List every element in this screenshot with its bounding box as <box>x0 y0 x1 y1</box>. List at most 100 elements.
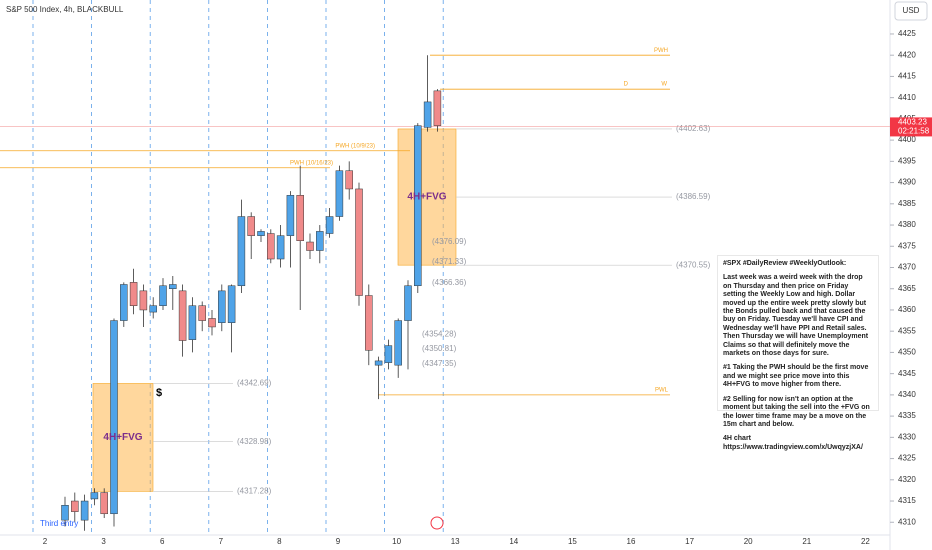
chart-title: S&P 500 Index, 4h, BLACKBULL <box>6 5 124 14</box>
price-label: (4376.09) <box>432 237 467 246</box>
price-label: (4342.69) <box>237 379 272 388</box>
y-tick-label: 4330 <box>898 432 916 441</box>
candle-body <box>433 90 442 126</box>
x-tick-label: 14 <box>509 537 518 546</box>
y-tick-label: 4350 <box>898 348 916 357</box>
x-tick-label: 3 <box>101 537 106 546</box>
x-tick-label: 22 <box>861 537 870 546</box>
x-tick-label: 21 <box>802 537 811 546</box>
candle-body <box>423 101 432 128</box>
candle-body <box>335 170 344 217</box>
x-tick-label: 15 <box>568 537 577 546</box>
zone-label: 4H+FVG <box>103 432 142 443</box>
candle-body <box>120 284 128 321</box>
candle-body <box>404 285 412 321</box>
y-tick-label: 4325 <box>898 454 916 463</box>
note-paragraph: #2 Selling for now isn't an option at th… <box>723 395 870 428</box>
price-label: (4386.59) <box>676 192 711 201</box>
alert-icon <box>430 516 444 530</box>
x-tick-label: 10 <box>392 537 401 546</box>
level-label: D <box>624 82 629 88</box>
y-tick-label: 4315 <box>898 496 916 505</box>
y-tick-label: 4400 <box>898 135 916 144</box>
candle-body <box>384 345 393 363</box>
candle-body <box>276 235 285 260</box>
y-tick-label: 4395 <box>898 156 916 165</box>
price-label: (4370.55) <box>676 260 711 269</box>
x-tick-label: 9 <box>336 537 341 546</box>
candle-body <box>237 216 246 287</box>
candle-body <box>247 216 255 236</box>
countdown: 02:21:58 <box>898 127 930 136</box>
candle-body <box>90 492 99 500</box>
level-label: PWH (10/16/23) <box>290 160 333 166</box>
last-price-tag <box>890 117 932 137</box>
annotation: Third entry <box>40 519 78 528</box>
level-label: PWH (10/9/23) <box>335 143 375 149</box>
note: #SPX #DailyReview #WeeklyOutlook: Last we… <box>717 255 879 451</box>
candle-body <box>374 360 383 366</box>
y-tick-label: 4380 <box>898 220 916 229</box>
y-tick-label: 4340 <box>898 390 916 399</box>
x-tick-label: 7 <box>219 537 224 546</box>
candle-body <box>110 320 118 515</box>
y-tick-label: 4390 <box>898 178 916 187</box>
price-label: (4366.36) <box>432 278 467 287</box>
y-tick-label: 4310 <box>898 517 916 526</box>
note-paragraph: 4H chart https://www.tradingview.com/x/U… <box>723 435 863 451</box>
level-label: W <box>661 82 667 88</box>
y-tick-label: 4415 <box>898 72 916 81</box>
y-tick-label: 4355 <box>898 326 916 335</box>
candle-body <box>365 295 373 351</box>
candle-body <box>227 285 236 323</box>
y-tick-label: 4425 <box>898 29 916 38</box>
zone-label: 4H+FVG <box>407 192 446 203</box>
price-label: (4350.81) <box>422 344 457 353</box>
candle-body <box>208 318 216 328</box>
candle-body <box>316 231 324 251</box>
fvg-zone <box>92 383 154 492</box>
candle-body <box>188 305 197 340</box>
candle-body <box>80 500 89 521</box>
price-axis-bg <box>890 0 932 550</box>
y-tick-label: 4365 <box>898 284 916 293</box>
candle-body <box>325 216 334 234</box>
candle-body <box>218 290 226 323</box>
y-tick-label: 4370 <box>898 263 916 272</box>
note-paragraph: Last week was a weird week with the drop… <box>723 274 869 358</box>
level-label: PWH <box>654 48 668 54</box>
fvg-zone <box>397 128 457 266</box>
note-paragraph: #SPX #DailyReview #WeeklyOutlook: <box>723 260 847 267</box>
annotation: $ <box>156 387 162 399</box>
y-tick-label: 4385 <box>898 199 916 208</box>
candle-body <box>159 285 167 306</box>
candle-body <box>267 233 275 260</box>
candle-body <box>306 241 314 251</box>
price-label: (4402.63) <box>676 124 711 133</box>
price-label: (4317.28) <box>237 486 272 495</box>
candle-body <box>286 195 295 236</box>
candle-body <box>394 320 402 366</box>
price-label: (4328.98) <box>237 437 272 446</box>
x-tick-label: 2 <box>43 537 48 546</box>
candle-body <box>61 505 69 521</box>
candle-body <box>296 195 304 241</box>
candle-body <box>198 305 206 321</box>
candle-body <box>129 282 138 306</box>
candle-body <box>345 170 353 190</box>
price-label: (4371.33) <box>432 257 467 266</box>
y-tick-label: 4360 <box>898 305 916 314</box>
currency[interactable]: USD <box>903 6 920 15</box>
candle-body <box>178 290 187 341</box>
note-paragraph: #1 Taking the PWH should be the first mo… <box>723 364 869 389</box>
x-tick-label: 20 <box>744 537 753 546</box>
candle-body <box>139 290 148 311</box>
x-tick-label: 16 <box>627 537 636 546</box>
x-tick-label: 17 <box>685 537 694 546</box>
candle-body <box>169 284 177 289</box>
candle-body <box>355 188 363 296</box>
candle-body <box>71 500 79 512</box>
currency-box[interactable] <box>894 1 928 21</box>
level-label: PWL <box>655 387 669 393</box>
